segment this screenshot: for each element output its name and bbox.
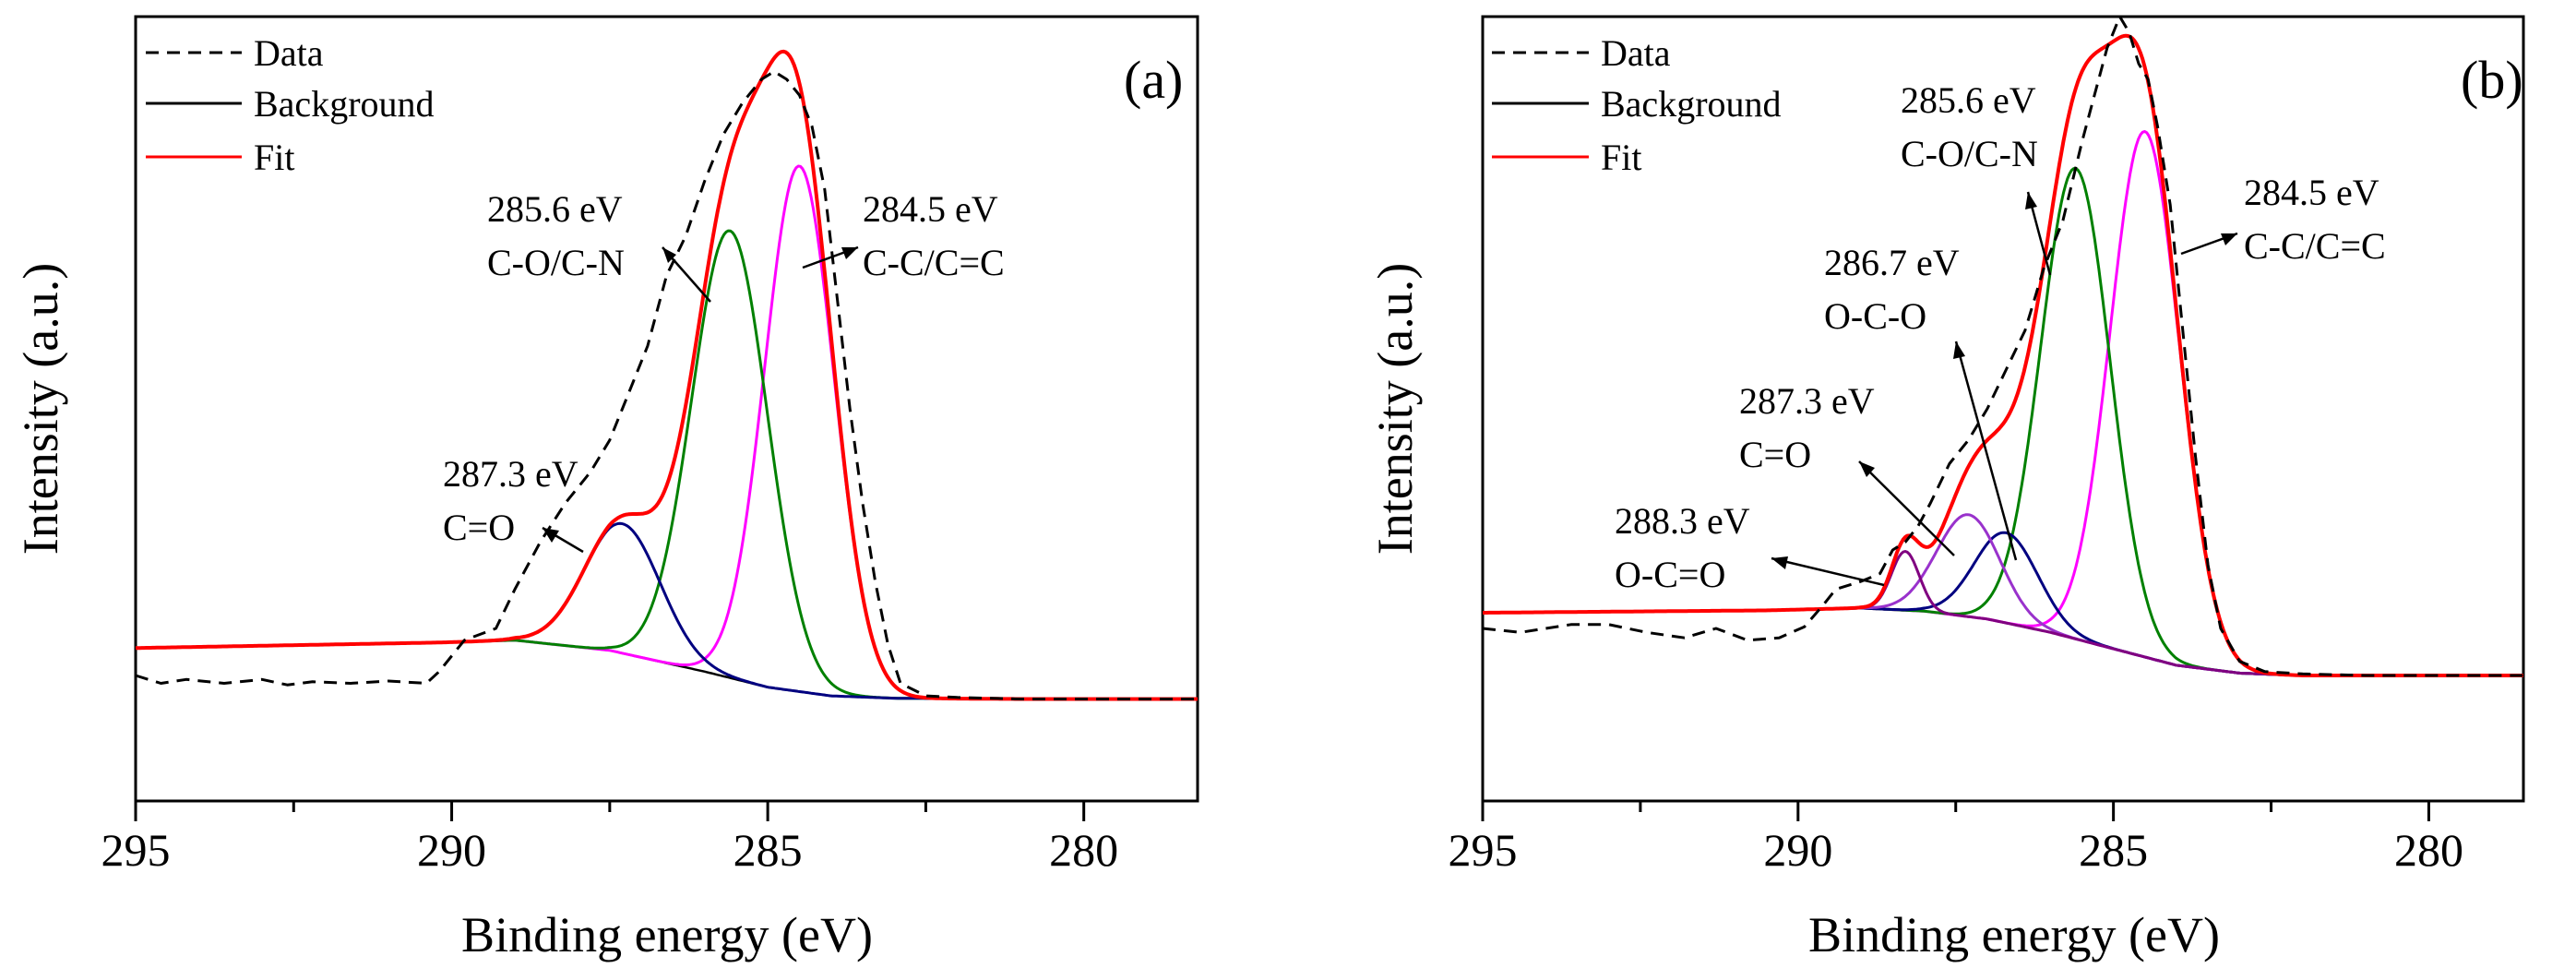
annotation-assignment: C=O — [443, 507, 515, 548]
annotation-o-c-o-ester: 288.3 eV O-C=O — [1615, 500, 1885, 595]
x-tick-label: 280 — [1049, 824, 1118, 876]
annotation-energy: 284.5 eV — [863, 188, 998, 230]
x-axis-title: Binding energy (eV) — [461, 907, 873, 962]
data-curve — [1482, 15, 2523, 677]
fit-curve — [135, 49, 1198, 701]
x-tick-label: 290 — [1763, 824, 1832, 876]
annotation-assignment: C=O — [1739, 434, 1811, 475]
panel-b: 295 290 285 280 Intensity (a.u.) Binding en… — [1367, 15, 2525, 962]
legend-fit-label: Fit — [1601, 137, 1641, 178]
annotation-o-c-o: 286.7 eV O-C-O — [1824, 242, 2018, 561]
annotation-c-c: 284.5 eV C-C/C=C — [802, 188, 1005, 283]
annotation-c-o-c-n: 285.6 eV C-O/C-N — [487, 188, 711, 303]
annotation-arrow — [1858, 460, 1955, 556]
legend-background-label: Background — [1601, 83, 1782, 125]
panel-a: 295 290 285 280 Intensity (a.u.) Binding en… — [13, 15, 1199, 962]
legend-data-label: Data — [254, 32, 324, 74]
annotation-energy: 286.7 eV — [1824, 242, 1960, 283]
arrowhead — [2025, 192, 2037, 209]
x-ticks: 295 290 285 280 — [101, 801, 1118, 876]
x-tick-label: 285 — [733, 824, 803, 876]
annotation-assignment: O-C=O — [1615, 554, 1725, 595]
y-axis-title: Intensity (a.u.) — [1367, 263, 1423, 555]
legend-background-label: Background — [254, 83, 435, 125]
annotation-assignment: C-C/C=C — [2244, 225, 2386, 267]
annotation-arrow — [1771, 556, 1885, 587]
annotation-assignment: O-C-O — [1824, 295, 1926, 337]
annotation-energy: 285.6 eV — [1901, 79, 2036, 121]
arrowhead — [662, 247, 676, 263]
x-tick-label: 295 — [101, 824, 171, 876]
arrowhead — [1953, 341, 1965, 359]
annotation-assignment: C-O/C-N — [487, 242, 625, 283]
plot-frame — [1481, 15, 2525, 803]
annotation-energy: 287.3 eV — [443, 453, 578, 495]
peak-c-o-c-n-curve — [135, 229, 1198, 700]
peak-c-c-c-c-curve — [135, 164, 1198, 700]
annotation-c-o: 287.3 eV C=O — [443, 453, 584, 554]
arrowhead — [1859, 461, 1875, 477]
plot-frame — [134, 15, 1199, 803]
legend-fit-label: Fit — [254, 137, 294, 178]
annotation-energy: 288.3 eV — [1615, 500, 1750, 542]
panel-label: (a) — [1124, 50, 1183, 110]
x-tick-label: 280 — [2394, 824, 2463, 876]
data-curve — [135, 70, 1198, 700]
x-axis-title: Binding energy (eV) — [1808, 907, 2220, 962]
legend: Data Background Fit — [146, 32, 435, 178]
y-axis-title: Intensity (a.u.) — [13, 263, 68, 555]
annotation-assignment: C-C/C=C — [863, 242, 1005, 283]
legend-data-label: Data — [1601, 32, 1671, 74]
annotation-c-o: 287.3 eV C=O — [1739, 380, 1955, 556]
annotation-energy: 285.6 eV — [487, 188, 623, 230]
background-curve — [1483, 606, 2523, 677]
arrowhead — [2221, 233, 2237, 245]
arrowhead — [543, 528, 559, 543]
legend: Data Background Fit — [1492, 32, 1782, 178]
x-tick-label: 290 — [417, 824, 486, 876]
curves — [135, 49, 1198, 701]
annotation-c-c: 284.5 eV C-C/C=C — [2180, 172, 2386, 267]
panel-label: (b) — [2461, 50, 2523, 110]
annotation-arrow — [1954, 341, 2018, 561]
x-tick-label: 295 — [1449, 824, 1518, 876]
annotation-energy: 284.5 eV — [2244, 172, 2379, 213]
background-curve — [135, 639, 1198, 700]
arrowhead — [841, 247, 858, 259]
annotation-assignment: C-O/C-N — [1901, 133, 2038, 174]
x-ticks: 295 290 285 280 — [1449, 801, 2463, 876]
x-tick-label: 285 — [2079, 824, 2148, 876]
annotation-c-o-c-n: 285.6 eV C-O/C-N — [1901, 79, 2052, 276]
annotation-energy: 287.3 eV — [1739, 380, 1875, 422]
arrowhead — [1771, 556, 1788, 569]
curves — [1482, 15, 2523, 677]
